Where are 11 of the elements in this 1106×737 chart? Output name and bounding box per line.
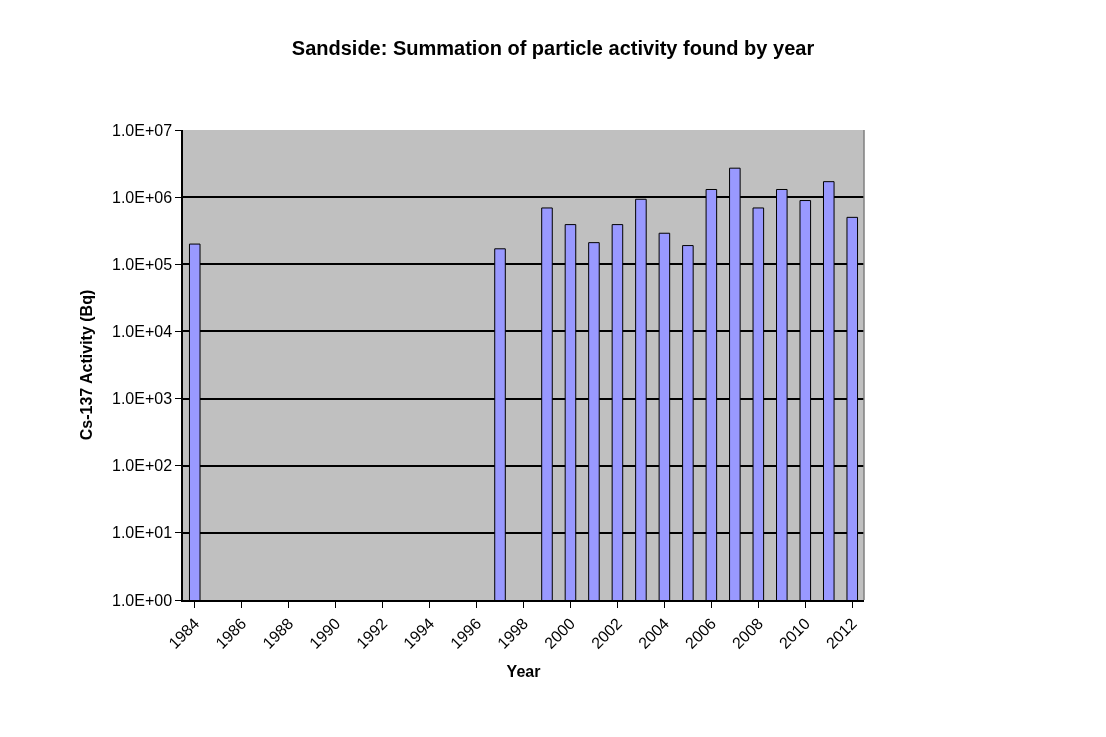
y-tick-label: 1.0E+03 xyxy=(111,390,173,408)
y-tick-label: 1.0E+02 xyxy=(111,457,173,475)
y-tick-label: 1.0E+00 xyxy=(111,591,173,609)
x-axis-title: Year xyxy=(506,663,541,681)
y-tick-label: 1.0E+01 xyxy=(111,524,173,542)
y-tick-label: 1.0E+06 xyxy=(111,188,173,206)
y-tick-label: 1.0E+05 xyxy=(111,255,173,273)
y-axis-title: Cs-137 Activity (Bq) xyxy=(78,289,96,441)
y-tick-label: 1.0E+04 xyxy=(111,323,173,341)
chart-title: Sandside: Summation of particle activity found by year xyxy=(291,36,815,59)
y-tick-label: 1.0E+07 xyxy=(111,121,173,139)
